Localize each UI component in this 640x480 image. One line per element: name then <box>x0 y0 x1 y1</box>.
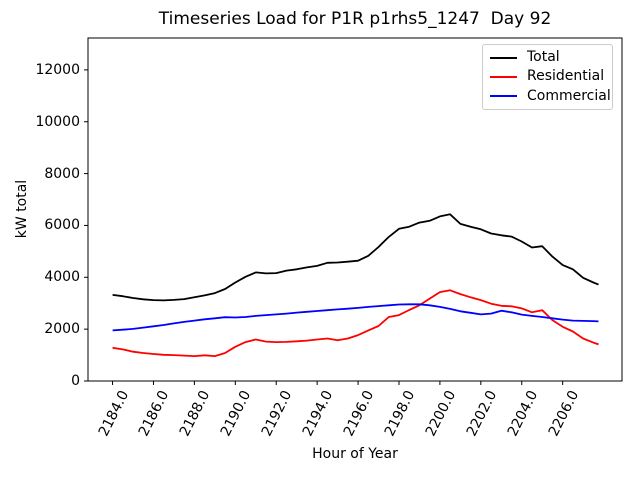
y-tick-label: 4000 <box>44 269 80 286</box>
legend: Total Residential Commercial <box>482 44 613 110</box>
y-tick-label: 6000 <box>44 217 80 234</box>
commercial-line <box>112 303 599 332</box>
y-tick-label: 10000 <box>35 113 80 130</box>
y-axis-label: kW total <box>14 179 30 239</box>
legend-entry-commercial: Commercial <box>490 88 611 105</box>
legend-swatch-commercial <box>490 95 517 98</box>
axes-spines <box>87 37 623 382</box>
legend-swatch-total <box>490 56 517 59</box>
chart-title: Timeseries Load for P1R p1rhs5_1247 Day … <box>158 9 552 29</box>
legend-swatch-residential <box>490 75 517 78</box>
total-line <box>112 213 599 302</box>
legend-label-commercial: Commercial <box>527 87 611 104</box>
residential-line <box>112 289 599 358</box>
legend-entry-total: Total <box>490 49 605 66</box>
y-tick-label: 12000 <box>35 61 80 78</box>
x-axis-label: Hour of Year <box>312 446 398 462</box>
legend-label-residential: Residential <box>527 68 605 85</box>
y-tick-label: 8000 <box>44 165 80 182</box>
legend-entry-residential: Residential <box>490 68 605 85</box>
legend-label-total: Total <box>527 49 560 66</box>
y-tick-label: 2000 <box>44 321 80 338</box>
y-tick-label: 0 <box>71 373 80 389</box>
tick-marks <box>84 69 564 385</box>
